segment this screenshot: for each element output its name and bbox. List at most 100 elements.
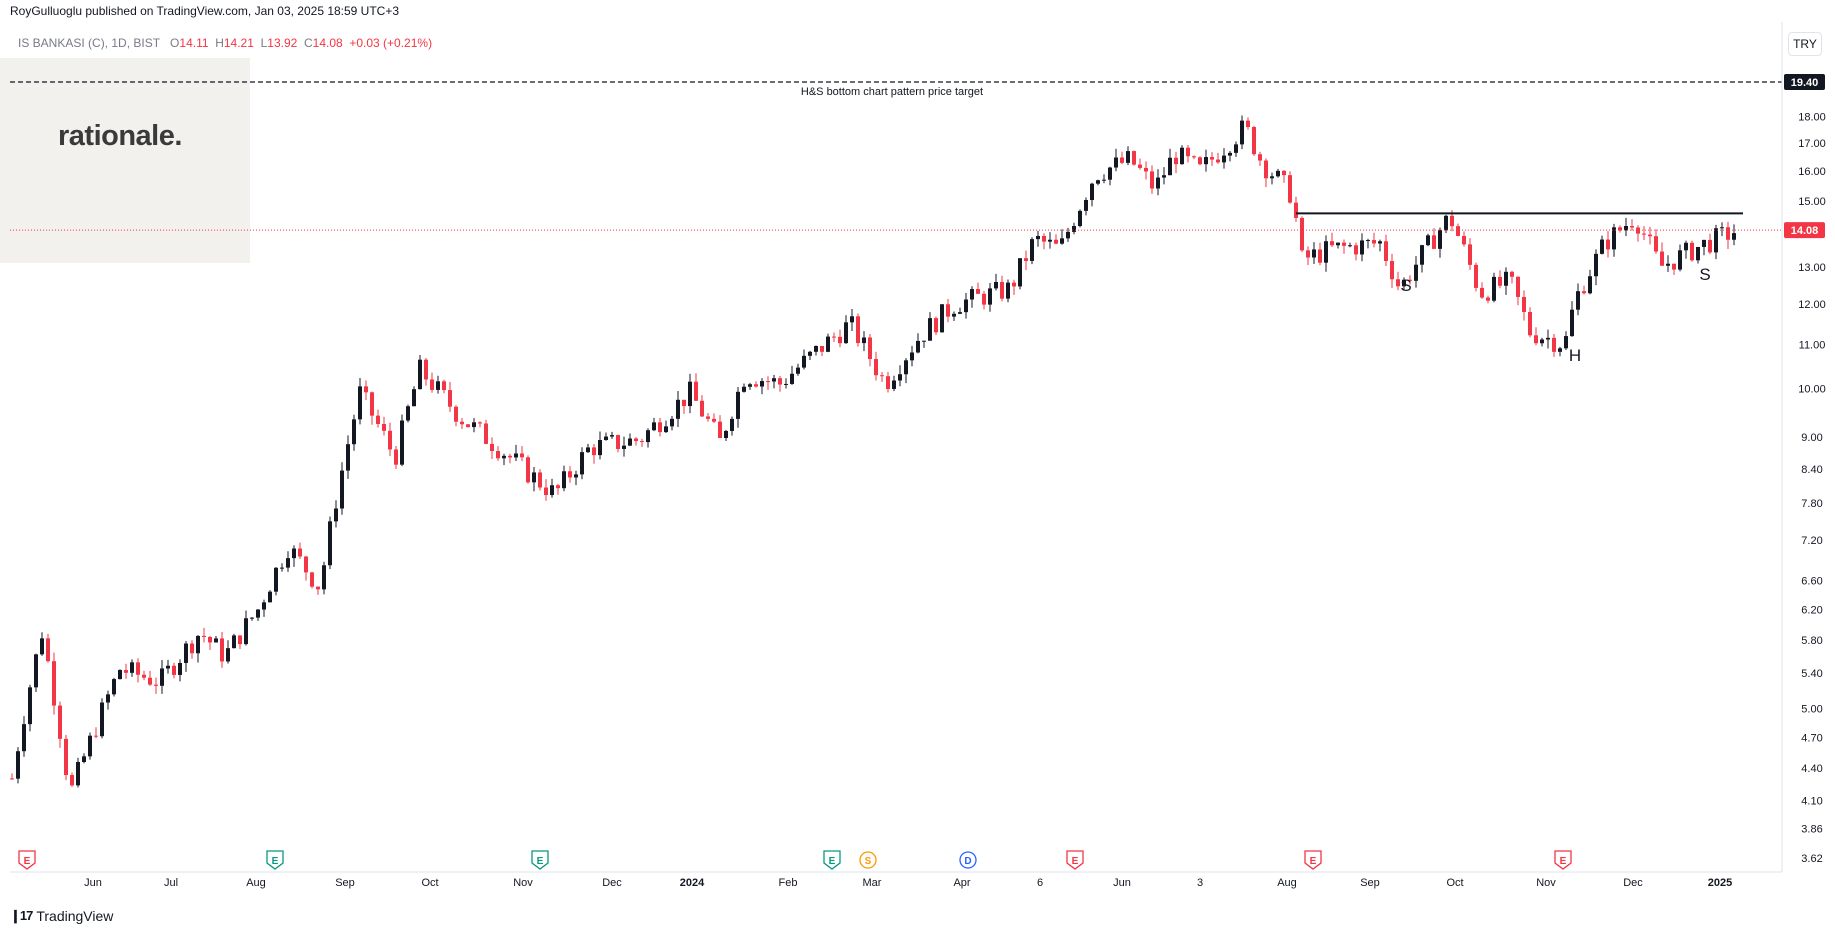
candle-body bbox=[772, 378, 776, 382]
x-tick-label: Sep bbox=[335, 877, 355, 889]
footer-brand[interactable]: ❙17 TradingView bbox=[10, 908, 113, 924]
x-tick-label: 2025 bbox=[1708, 877, 1732, 889]
y-tick-label: 12.00 bbox=[1798, 299, 1826, 311]
candle-body bbox=[604, 436, 608, 441]
candle-body bbox=[1114, 157, 1118, 168]
candle-body bbox=[34, 654, 38, 688]
candle-body bbox=[838, 336, 842, 344]
candle-body bbox=[1288, 175, 1292, 203]
candle-body bbox=[1132, 151, 1136, 165]
low-value: 13.92 bbox=[267, 36, 298, 50]
earnings-event-icon[interactable] bbox=[18, 850, 36, 870]
symbol-name[interactable]: IS BANKASI (C), 1D, BIST bbox=[18, 36, 161, 50]
event-type-label: S bbox=[865, 856, 872, 867]
candle-body bbox=[46, 638, 50, 662]
candle-body bbox=[1102, 179, 1106, 181]
candle-body bbox=[112, 679, 116, 695]
candle-body bbox=[1198, 157, 1202, 165]
candle-body bbox=[286, 558, 290, 568]
candle-body bbox=[166, 665, 170, 669]
candle-body bbox=[1060, 238, 1064, 244]
candle-body bbox=[292, 548, 296, 559]
split-event-icon[interactable] bbox=[859, 851, 877, 869]
candle-body bbox=[1576, 291, 1580, 310]
candle-body bbox=[754, 384, 758, 387]
candle-body bbox=[1240, 120, 1244, 145]
candle-body bbox=[22, 724, 26, 752]
earnings-event-icon[interactable] bbox=[1066, 850, 1084, 870]
candle-body bbox=[280, 567, 284, 569]
candle-body bbox=[1012, 282, 1016, 287]
dividend-event-icon[interactable] bbox=[959, 851, 977, 869]
candle-body bbox=[1330, 241, 1334, 246]
candle-body bbox=[616, 435, 620, 449]
candle-body bbox=[796, 367, 800, 374]
candle-body bbox=[820, 345, 824, 352]
candle-body bbox=[850, 316, 854, 323]
candle-body bbox=[550, 485, 554, 496]
candle-body bbox=[1174, 157, 1178, 165]
candle-body bbox=[1210, 157, 1214, 160]
candle-body bbox=[862, 337, 866, 344]
earnings-event-icon[interactable] bbox=[266, 850, 284, 870]
candle-body bbox=[118, 670, 122, 680]
candle-body bbox=[1540, 339, 1544, 344]
candle-body bbox=[1084, 200, 1088, 211]
candle-body bbox=[1546, 337, 1550, 340]
candle-body bbox=[364, 386, 368, 393]
candle-body bbox=[1450, 215, 1454, 227]
last-price-badge bbox=[1784, 222, 1825, 239]
candle-body bbox=[844, 322, 848, 344]
candle-body bbox=[1144, 167, 1148, 172]
candle-body bbox=[544, 487, 548, 496]
x-tick-label: Aug bbox=[1277, 877, 1297, 889]
candle-body bbox=[538, 472, 542, 488]
candle-body bbox=[1312, 249, 1316, 258]
candle-body bbox=[1696, 246, 1700, 261]
candle-body bbox=[1618, 227, 1622, 231]
candle-body bbox=[430, 379, 434, 390]
candle-body bbox=[526, 457, 530, 483]
pattern-label-s: S bbox=[1400, 276, 1411, 295]
earnings-event-icon[interactable] bbox=[531, 850, 549, 870]
y-tick-label: 5.00 bbox=[1801, 704, 1822, 716]
candle-body bbox=[1126, 151, 1130, 163]
candle-body bbox=[1426, 235, 1430, 246]
earnings-event-icon[interactable] bbox=[1304, 850, 1322, 870]
candle-body bbox=[262, 602, 266, 610]
y-tick-label: 3.62 bbox=[1801, 853, 1822, 865]
candle-body bbox=[964, 299, 968, 313]
candle-body bbox=[904, 360, 908, 375]
candle-body bbox=[370, 392, 374, 416]
candle-body bbox=[1402, 279, 1406, 287]
candle-body bbox=[670, 418, 674, 427]
candle-body bbox=[400, 420, 404, 465]
candle-body bbox=[1444, 215, 1448, 231]
low-label: L bbox=[260, 36, 268, 50]
candle-body bbox=[568, 471, 572, 478]
candle-body bbox=[706, 416, 710, 419]
earnings-event-icon[interactable] bbox=[823, 850, 841, 870]
y-tick-label: 7.80 bbox=[1801, 498, 1822, 510]
earnings-event-icon[interactable] bbox=[1554, 850, 1572, 870]
candle-body bbox=[724, 430, 728, 439]
candle-body bbox=[622, 445, 626, 449]
candle-body bbox=[712, 418, 716, 422]
x-tick-label: Dec bbox=[1623, 877, 1643, 889]
candle-body bbox=[976, 289, 980, 294]
candle-body bbox=[742, 386, 746, 392]
candle-body bbox=[514, 453, 518, 458]
candle-body bbox=[1654, 236, 1658, 252]
candle-body bbox=[664, 426, 668, 433]
candle-body bbox=[496, 451, 500, 459]
candle-body bbox=[886, 376, 890, 389]
candle-body bbox=[1552, 337, 1556, 352]
candle-body bbox=[1150, 171, 1154, 189]
y-tick-label: 11.00 bbox=[1799, 339, 1826, 351]
candle-body bbox=[250, 617, 254, 619]
candle-body bbox=[634, 438, 638, 442]
open-label: O bbox=[170, 36, 180, 50]
currency-button[interactable]: TRY bbox=[1788, 32, 1822, 56]
candle-body bbox=[676, 399, 680, 419]
